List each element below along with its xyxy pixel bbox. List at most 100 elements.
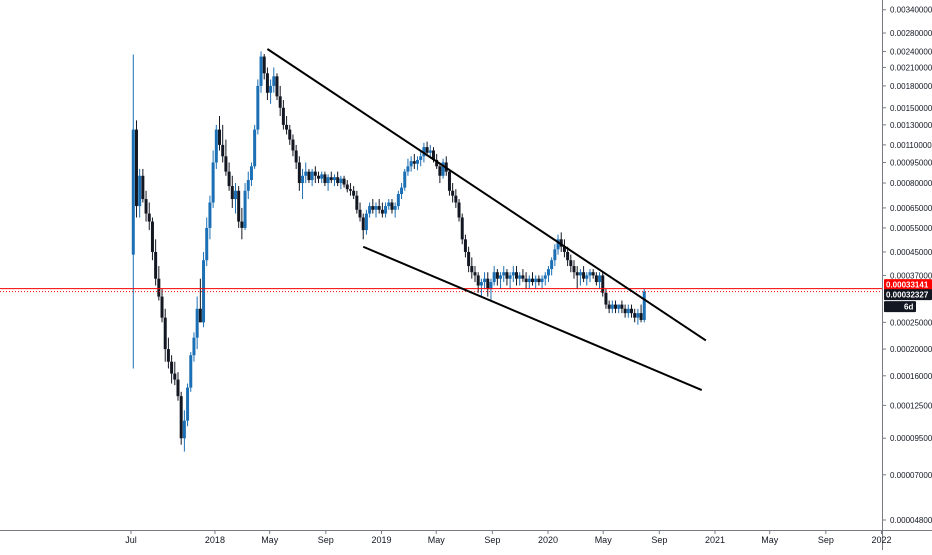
candle [540, 275, 544, 290]
candle-body [396, 194, 400, 207]
candle-body [163, 317, 167, 350]
candle-body [447, 171, 451, 191]
candle [463, 234, 467, 258]
candle [144, 190, 148, 222]
candle-body [559, 239, 563, 247]
candle-body [186, 387, 190, 421]
candle-body [380, 209, 384, 214]
candle-body [205, 227, 209, 261]
candle [479, 278, 483, 297]
candle [546, 266, 550, 283]
candle [246, 171, 250, 200]
candle [527, 275, 531, 290]
candle [291, 134, 295, 157]
candle [575, 266, 579, 290]
candle [364, 209, 368, 235]
candle [272, 67, 276, 93]
candle [285, 116, 289, 135]
candle-body [326, 177, 330, 184]
candle [150, 217, 154, 261]
candle-body [355, 195, 359, 210]
price-tick-label: 0.00020000 [890, 345, 932, 354]
candle [569, 254, 573, 273]
candle [515, 266, 519, 286]
candle-body [218, 129, 222, 145]
candle-body [310, 171, 314, 181]
candle [211, 150, 215, 208]
candle-body [642, 291, 646, 320]
candle-body [134, 129, 138, 207]
candle-body [412, 161, 416, 164]
countdown-tag: 6d 15h [884, 301, 929, 313]
candle [537, 275, 541, 286]
candle-body [150, 221, 154, 252]
candle [451, 183, 455, 203]
candle-body [518, 275, 522, 279]
candle [269, 79, 273, 104]
candle [214, 124, 218, 169]
candle-body [598, 275, 602, 283]
time-tick-label: Sep [318, 535, 334, 545]
candle [138, 168, 142, 218]
candle-body [588, 272, 592, 276]
candle [345, 180, 349, 193]
candle-body [237, 190, 241, 222]
candle [374, 202, 378, 218]
candle [243, 183, 247, 231]
candle [332, 174, 336, 187]
candle-body [626, 308, 630, 314]
candle-body [141, 175, 145, 200]
candle-body [374, 206, 378, 210]
candle [154, 239, 158, 286]
candle [460, 213, 464, 245]
candle [508, 272, 512, 290]
candle-body [470, 266, 474, 273]
candle [380, 202, 384, 218]
candle [438, 162, 442, 184]
candle [396, 190, 400, 210]
candle [390, 199, 394, 214]
candle-body [269, 85, 273, 93]
current-price-tag-bg [884, 289, 932, 301]
candle-body [387, 202, 391, 207]
candle-body [281, 107, 285, 125]
candle-body [131, 129, 135, 255]
candle [320, 171, 324, 184]
candle-body [227, 171, 231, 187]
candle [483, 272, 487, 290]
price-tick-label: 0.00280000 [890, 29, 932, 38]
candle-body [441, 162, 445, 176]
candle [598, 272, 602, 290]
candle-body [425, 147, 429, 153]
price-tick-label: 0.00340000 [890, 6, 932, 15]
candle [610, 300, 614, 314]
candle [157, 266, 161, 301]
time-tick-label: May [761, 535, 779, 545]
candle-body [345, 184, 349, 190]
resistance-price-tag-text: 0.00033141 [886, 281, 929, 290]
candle-body [556, 239, 560, 250]
descending-support-line[interactable] [362, 245, 703, 392]
time-tick-label: Jul [125, 535, 137, 545]
price-tick-label: 0.00004800 [890, 516, 932, 525]
candle-body [495, 272, 499, 279]
candle-body [278, 96, 282, 108]
time-tick-label: 2020 [538, 535, 558, 545]
candle-body [144, 199, 148, 214]
candle-body [527, 278, 531, 283]
candle-body [438, 166, 442, 176]
candle-body [157, 278, 161, 297]
candle [409, 156, 413, 172]
candle-body [511, 272, 515, 276]
candle-body [537, 278, 541, 283]
candle-body [499, 275, 503, 279]
time-tick-label: Sep [484, 535, 500, 545]
descending-resistance-line[interactable] [266, 48, 707, 342]
candle [633, 308, 637, 323]
candle-body [272, 76, 276, 86]
price-tick-label: 0.00210000 [890, 63, 932, 72]
candle [562, 239, 566, 258]
candle-body [515, 272, 519, 279]
